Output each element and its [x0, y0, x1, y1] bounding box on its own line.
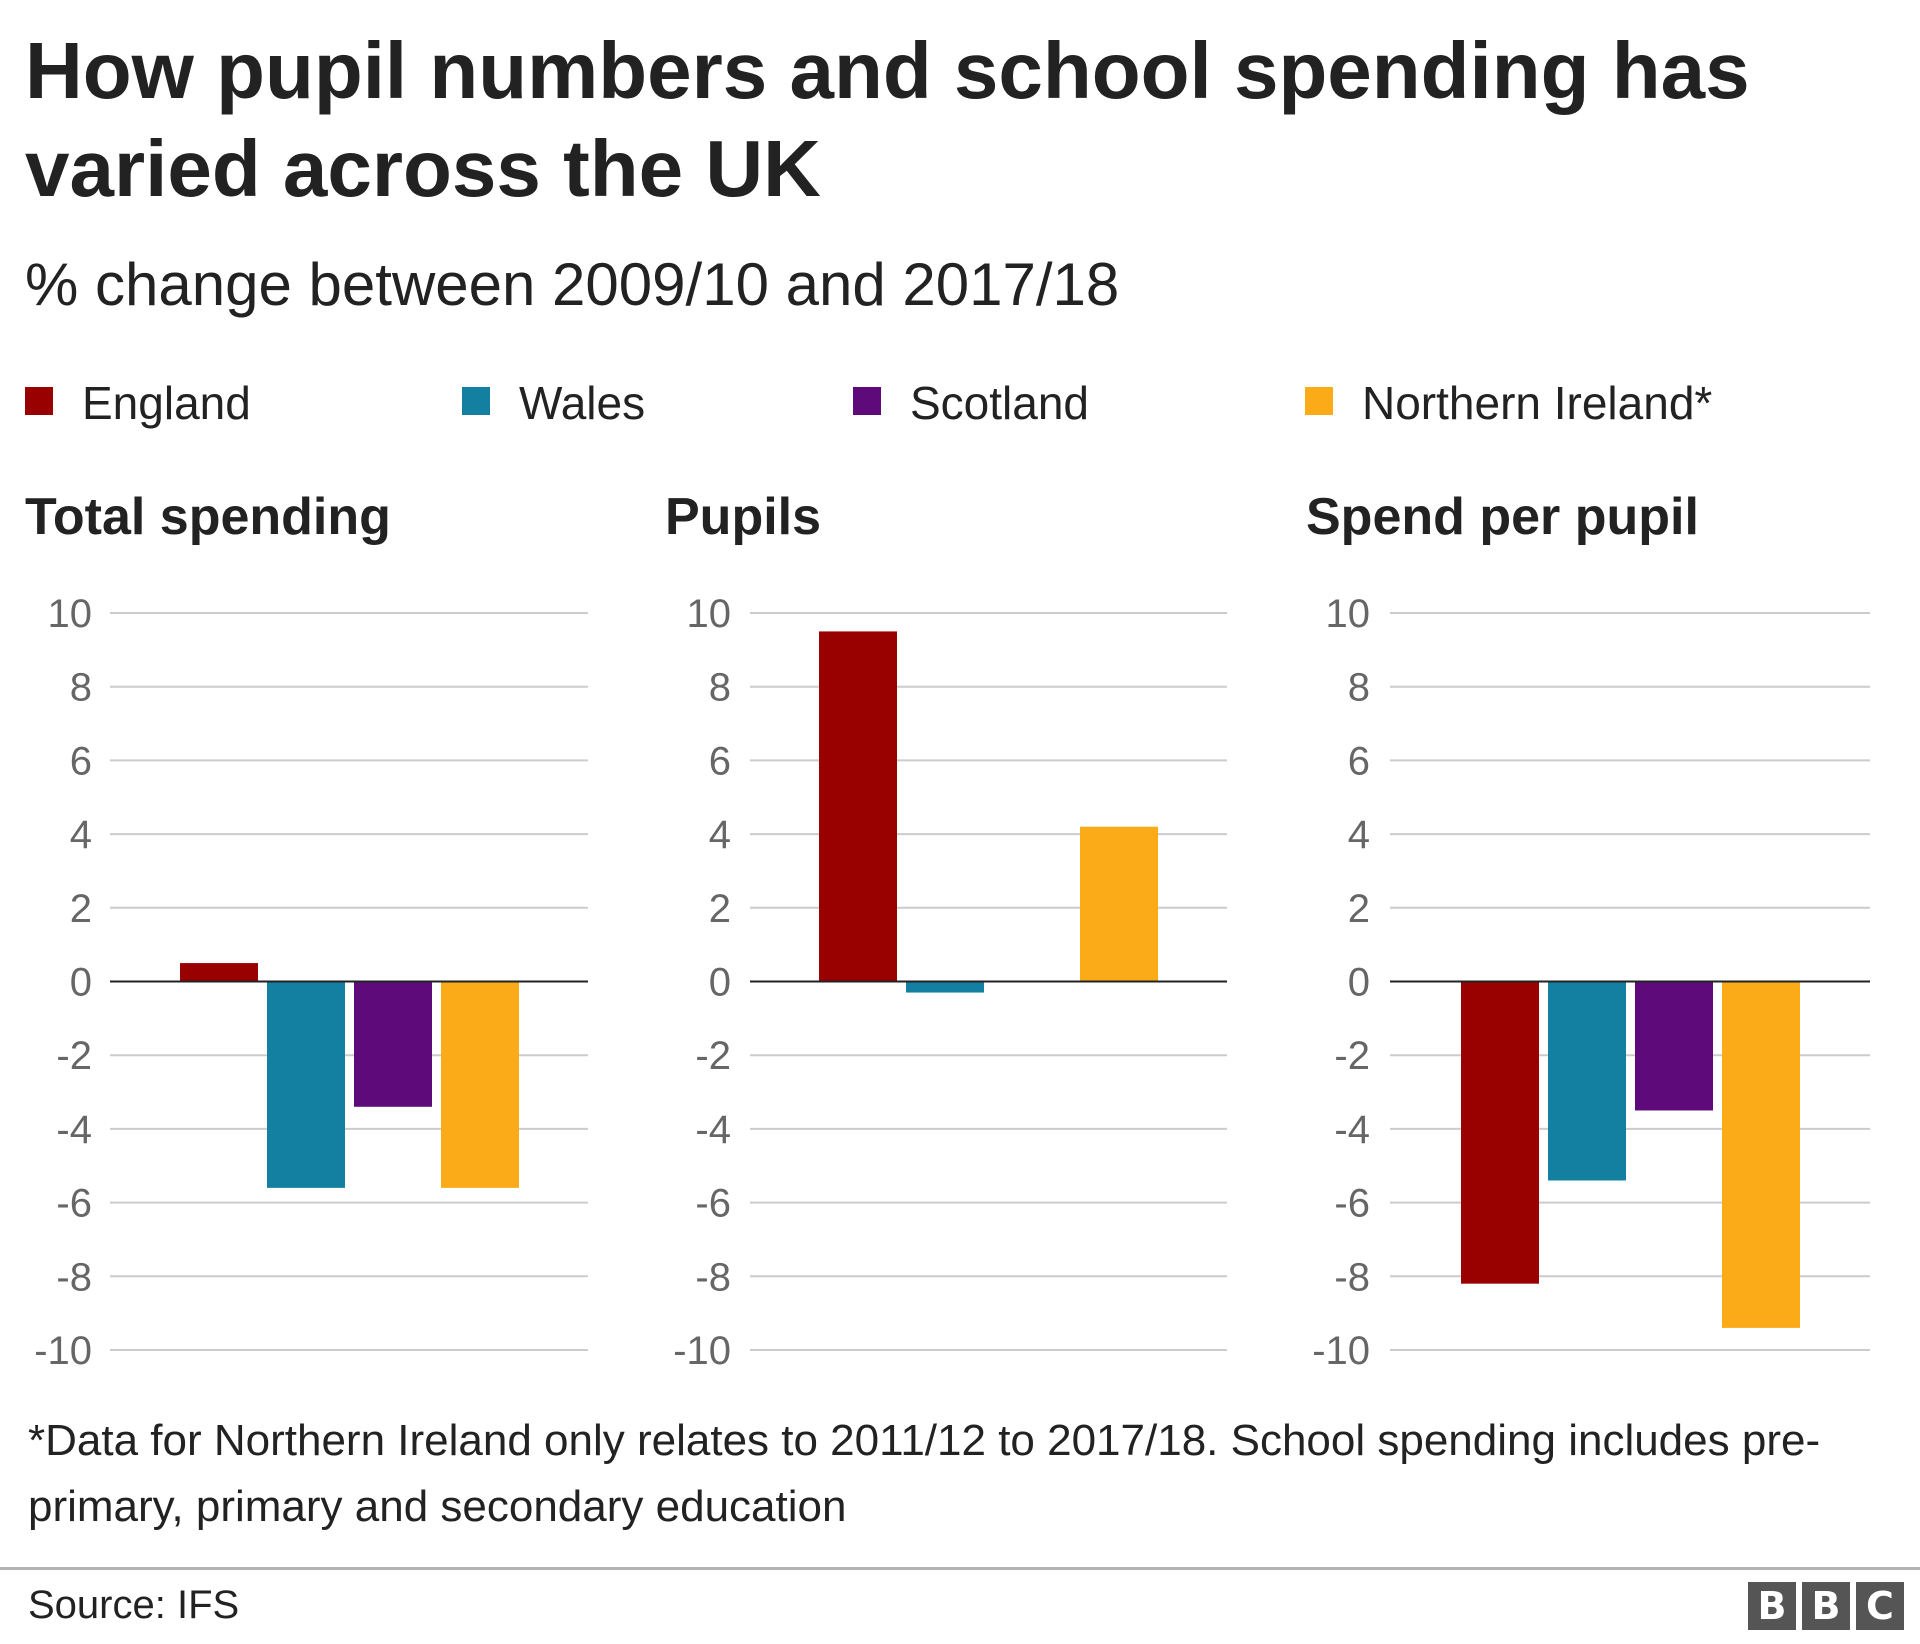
bar-spend-per-pupil-northern-ireland [1722, 981, 1800, 1328]
y-tick-label-pupils: 4 [709, 813, 731, 857]
bar-spend-per-pupil-england [1461, 981, 1539, 1284]
bar-pupils-england [819, 631, 897, 982]
y-tick-label-spend-per-pupil: 8 [1348, 666, 1370, 710]
y-tick-label-pupils: 10 [687, 592, 732, 636]
y-tick-label-total-spending: -10 [34, 1329, 92, 1370]
chart-title: How pupil numbers and school spending ha… [25, 26, 1750, 213]
y-tick-label-pupils: 0 [709, 961, 731, 1005]
y-tick-label-spend-per-pupil: 0 [1348, 961, 1370, 1005]
bar-spend-per-pupil-scotland [1635, 981, 1713, 1111]
y-tick-label-total-spending: 10 [48, 592, 93, 636]
y-tick-label-pupils: -10 [673, 1329, 731, 1370]
bar-pupils-wales [906, 981, 984, 993]
bar-charts-svg: Total spending 10 8 6 4 2 0 -2 -4 -6 -8 -10 Pupils 10… [25, 488, 1870, 1370]
bar-total-spending-northern-ireland [441, 981, 519, 1188]
y-tick-label-total-spending: -2 [56, 1034, 92, 1078]
panel-pupils: Pupils 10 8 6 4 2 0 -2 -4 -6 -8 -10 [665, 488, 1227, 1370]
bbc-logo-letter-b1: B [1748, 1582, 1796, 1630]
bbc-logo-letter-c: C [1856, 1582, 1904, 1630]
y-tick-label-pupils: -2 [695, 1034, 731, 1078]
bar-pupils-northern-ireland [1080, 826, 1158, 982]
panel-total-spending: Total spending 10 8 6 4 2 0 -2 -4 -6 -8 -10 [25, 488, 588, 1370]
y-tick-label-spend-per-pupil: -4 [1334, 1108, 1370, 1152]
legend-swatch-scotland [853, 387, 881, 415]
source-note: Source: IFS [28, 1583, 240, 1627]
y-tick-label-spend-per-pupil: -2 [1334, 1034, 1370, 1078]
legend-label-northern-ireland: Northern Ireland* [1362, 377, 1713, 429]
legend-swatch-wales [462, 387, 490, 415]
y-tick-label-pupils: 6 [709, 739, 731, 783]
y-tick-label-pupils: -8 [695, 1255, 731, 1299]
bar-spend-per-pupil-wales [1548, 981, 1626, 1181]
bar-total-spending-scotland [354, 981, 432, 1107]
y-tick-label-total-spending: -4 [56, 1108, 92, 1152]
panel-title-spend-per-pupil: Spend per pupil [1306, 488, 1699, 546]
charts-area: Total spending 10 8 6 4 2 0 -2 -4 -6 -8 -10 Pupils 10… [0, 470, 1920, 1370]
legend: England Wales Scotland Northern Ireland* [25, 375, 1905, 435]
panel-title-total-spending: Total spending [25, 488, 391, 546]
y-tick-label-total-spending: 2 [70, 887, 92, 931]
legend-swatch-england [25, 387, 53, 415]
y-tick-label-pupils: -4 [695, 1108, 731, 1152]
y-tick-label-total-spending: 0 [70, 961, 92, 1005]
panel-spend-per-pupil: Spend per pupil 10 8 6 4 2 0 -2 -4 -6 -8 -10 [1306, 488, 1870, 1370]
y-tick-label-total-spending: -8 [56, 1255, 92, 1299]
y-tick-label-spend-per-pupil: -10 [1312, 1329, 1370, 1370]
y-tick-label-pupils: -6 [695, 1182, 731, 1226]
bbc-logo-letter-b2: B [1802, 1582, 1850, 1630]
footnote: *Data for Northern Ireland only relates … [28, 1416, 1821, 1531]
legend-label-scotland: Scotland [910, 377, 1090, 429]
legend-label-wales: Wales [519, 377, 646, 429]
legend-label-england: England [82, 377, 251, 429]
y-tick-label-spend-per-pupil: -6 [1334, 1182, 1370, 1226]
y-tick-label-spend-per-pupil: 4 [1348, 813, 1370, 857]
y-tick-label-spend-per-pupil: 2 [1348, 887, 1370, 931]
bbc-logo: B B C [1748, 1582, 1908, 1630]
legend-swatch-northern-ireland [1305, 387, 1333, 415]
y-tick-label-total-spending: 8 [70, 666, 92, 710]
y-tick-label-spend-per-pupil: -8 [1334, 1255, 1370, 1299]
panel-title-pupils: Pupils [665, 488, 821, 546]
y-tick-label-pupils: 8 [709, 666, 731, 710]
bar-total-spending-england [180, 963, 258, 982]
y-tick-label-total-spending: 6 [70, 739, 92, 783]
y-tick-label-pupils: 2 [709, 887, 731, 931]
bar-total-spending-wales [267, 981, 345, 1188]
y-tick-label-total-spending: -6 [56, 1182, 92, 1226]
y-tick-label-total-spending: 4 [70, 813, 92, 857]
y-tick-label-spend-per-pupil: 6 [1348, 739, 1370, 783]
footer-divider [0, 1567, 1920, 1570]
chart-subtitle: % change between 2009/10 and 2017/18 [25, 251, 1120, 318]
y-tick-label-spend-per-pupil: 10 [1326, 592, 1371, 636]
